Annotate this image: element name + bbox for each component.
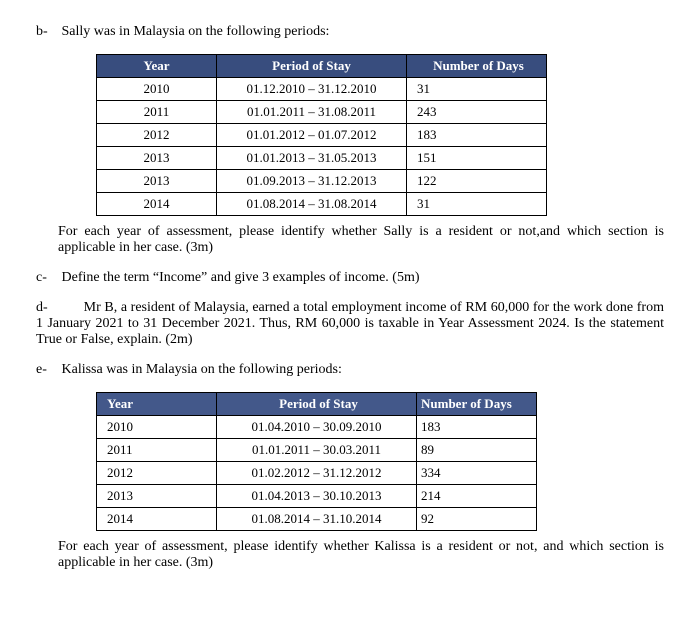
question-b: b- Sally was in Malaysia on the followin…	[36, 24, 664, 40]
table-row: 201301.09.2013 – 31.12.2013122	[97, 170, 547, 193]
cell-period: 01.01.2011 – 30.03.2011	[217, 439, 417, 462]
cell-days: 243	[407, 101, 547, 124]
cell-period: 01.01.2011 – 31.08.2011	[217, 101, 407, 124]
cell-period: 01.01.2013 – 31.05.2013	[217, 147, 407, 170]
cell-year: 2012	[97, 462, 217, 485]
col-header-days: Number of Days	[407, 55, 547, 78]
table-row: 201301.04.2013 – 30.10.2013214	[97, 485, 537, 508]
cell-period: 01.04.2010 – 30.09.2010	[217, 416, 417, 439]
cell-period: 01.02.2012 – 31.12.2012	[217, 462, 417, 485]
cell-period: 01.12.2010 – 31.12.2010	[217, 78, 407, 101]
cell-period: 01.08.2014 – 31.10.2014	[217, 508, 417, 531]
cell-days: 122	[407, 170, 547, 193]
cell-days: 151	[407, 147, 547, 170]
question-e-label: e-	[36, 362, 58, 378]
col-header-year: Year	[97, 55, 217, 78]
cell-year: 2010	[97, 416, 217, 439]
table-row: 201401.08.2014 – 31.10.201492	[97, 508, 537, 531]
table-header-row: Year Period of Stay Number of Days	[97, 393, 537, 416]
cell-days: 89	[417, 439, 537, 462]
question-c: c- Define the term “Income” and give 3 e…	[36, 270, 664, 286]
table-row: 201001.04.2010 – 30.09.2010183	[97, 416, 537, 439]
cell-period: 01.04.2013 – 30.10.2013	[217, 485, 417, 508]
question-d-text: Mr B, a resident of Malaysia, earned a t…	[36, 300, 664, 347]
table-row: 201401.08.2014 – 31.08.201431	[97, 193, 547, 216]
question-e-intro: Kalissa was in Malaysia on the following…	[62, 362, 342, 377]
question-c-label: c-	[36, 270, 58, 286]
col-header-year: Year	[97, 393, 217, 416]
col-header-period: Period of Stay	[217, 55, 407, 78]
cell-days: 183	[417, 416, 537, 439]
cell-period: 01.09.2013 – 31.12.2013	[217, 170, 407, 193]
question-e: e- Kalissa was in Malaysia on the follow…	[36, 362, 664, 378]
cell-year: 2012	[97, 124, 217, 147]
table-header-row: Year Period of Stay Number of Days	[97, 55, 547, 78]
cell-days: 334	[417, 462, 537, 485]
cell-year: 2011	[97, 439, 217, 462]
table-row: 201201.02.2012 – 31.12.2012334	[97, 462, 537, 485]
cell-period: 01.08.2014 – 31.08.2014	[217, 193, 407, 216]
cell-year: 2011	[97, 101, 217, 124]
cell-period: 01.01.2012 – 01.07.2012	[217, 124, 407, 147]
cell-year: 2013	[97, 170, 217, 193]
sally-stay-table: Year Period of Stay Number of Days 20100…	[96, 54, 547, 216]
cell-year: 2013	[97, 147, 217, 170]
col-header-period: Period of Stay	[217, 393, 417, 416]
cell-days: 183	[407, 124, 547, 147]
question-b-label: b-	[36, 24, 58, 40]
col-header-days: Number of Days	[417, 393, 537, 416]
cell-year: 2013	[97, 485, 217, 508]
table-row: 201001.12.2010 – 31.12.201031	[97, 78, 547, 101]
question-e-followup: For each year of assessment, please iden…	[58, 539, 664, 571]
cell-days: 92	[417, 508, 537, 531]
table-row: 201101.01.2011 – 31.08.2011243	[97, 101, 547, 124]
kalissa-stay-table: Year Period of Stay Number of Days 20100…	[96, 392, 537, 531]
question-b-intro: Sally was in Malaysia on the following p…	[62, 24, 330, 39]
cell-days: 214	[417, 485, 537, 508]
question-d: d- Mr B, a resident of Malaysia, earned …	[36, 300, 664, 348]
question-b-followup: For each year of assessment, please iden…	[58, 224, 664, 256]
cell-days: 31	[407, 78, 547, 101]
question-c-text: Define the term “Income” and give 3 exam…	[62, 270, 420, 285]
table-row: 201201.01.2012 – 01.07.2012183	[97, 124, 547, 147]
cell-year: 2014	[97, 508, 217, 531]
cell-year: 2014	[97, 193, 217, 216]
question-d-label: d-	[36, 300, 58, 316]
cell-year: 2010	[97, 78, 217, 101]
table-row: 201101.01.2011 – 30.03.201189	[97, 439, 537, 462]
table-row: 201301.01.2013 – 31.05.2013151	[97, 147, 547, 170]
cell-days: 31	[407, 193, 547, 216]
